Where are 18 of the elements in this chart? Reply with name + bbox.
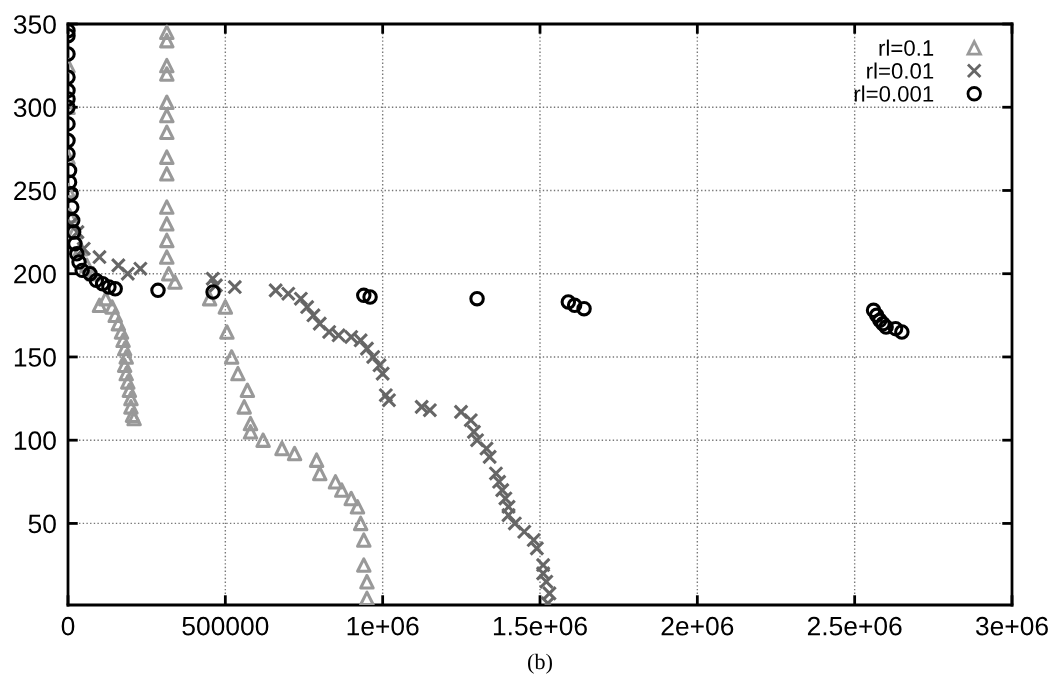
legend-label: rl=0.1: [879, 39, 934, 56]
y-tick-label: 200: [14, 264, 56, 284]
y-tick-label: 350: [13, 15, 56, 34]
x-tick-label: 1.5e+06: [493, 616, 587, 636]
y-tick-label: 50: [28, 514, 56, 534]
y-tick-label: 300: [13, 98, 56, 118]
x-tick-label: 500000: [182, 616, 269, 636]
legend-label: rl=0.01: [867, 62, 934, 79]
x-tick-label: 2e+06: [661, 616, 734, 636]
x-tick-label: 0: [61, 616, 75, 636]
y-tick-label: 100: [14, 431, 56, 451]
legend-label: rl=0.001: [854, 85, 934, 102]
text: (b): [528, 653, 552, 674]
x-tick-label: 2.5e+06: [807, 616, 902, 636]
y-tick-label: 250: [14, 181, 56, 201]
x-tick-label: 3e+06: [975, 616, 1048, 636]
y-tick-label: 150: [14, 348, 56, 367]
x-tick-label: 1e+06: [347, 616, 419, 636]
